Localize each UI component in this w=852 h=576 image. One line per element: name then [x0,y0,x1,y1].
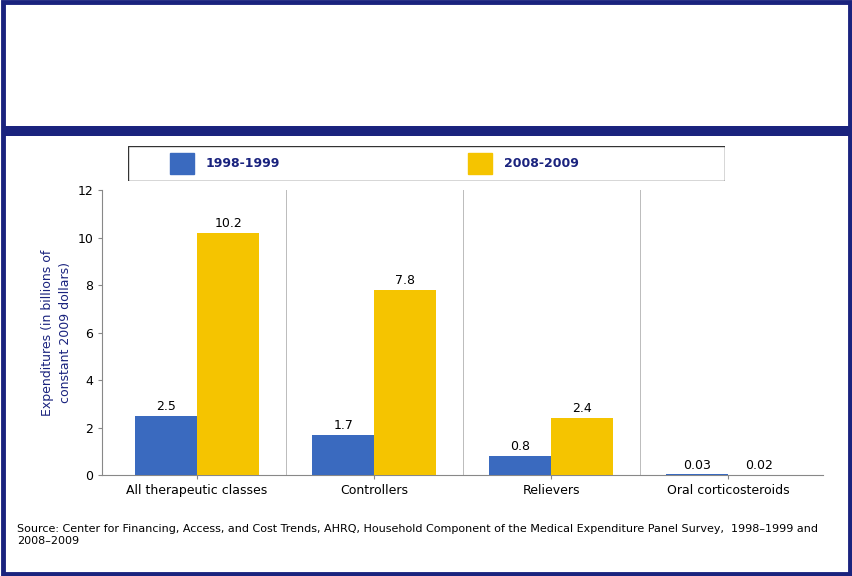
Bar [135,416,197,475]
Text: 0.8: 0.8 [509,440,530,453]
Text: 2.5: 2.5 [156,400,176,413]
Text: ✦: ✦ [31,38,64,76]
Y-axis label: Expenditures (in billions of
constant 2009 dollars): Expenditures (in billions of constant 20… [41,249,72,416]
Bar [468,153,492,175]
Bar [170,153,193,175]
FancyBboxPatch shape [128,146,724,181]
Text: 0.03: 0.03 [682,458,711,472]
Bar [312,435,374,475]
Text: Source: Center for Financing, Access, and Cost Trends, AHRQ, Household Component: Source: Center for Financing, Access, an… [17,524,817,546]
Bar [374,290,435,475]
Bar [489,456,550,475]
Text: 1.7: 1.7 [333,419,353,432]
Text: Figure 4. Average annual total drug expenditures on major
types of asthma medica: Figure 4. Average annual total drug expe… [251,35,801,92]
Text: HHS: HHS [40,98,55,104]
Text: 10.2: 10.2 [214,217,242,230]
Text: AHRQ: AHRQ [113,40,181,59]
Bar [197,233,259,475]
Text: 7.8: 7.8 [394,274,415,287]
Text: 2008-2009: 2008-2009 [504,157,579,170]
Bar [550,418,613,475]
Text: 1998-1999: 1998-1999 [205,157,279,170]
Text: 2.4: 2.4 [572,402,591,415]
Text: Advancing
Excellence in
Health Care: Advancing Excellence in Health Care [122,63,172,96]
Text: 0.02: 0.02 [745,459,773,472]
